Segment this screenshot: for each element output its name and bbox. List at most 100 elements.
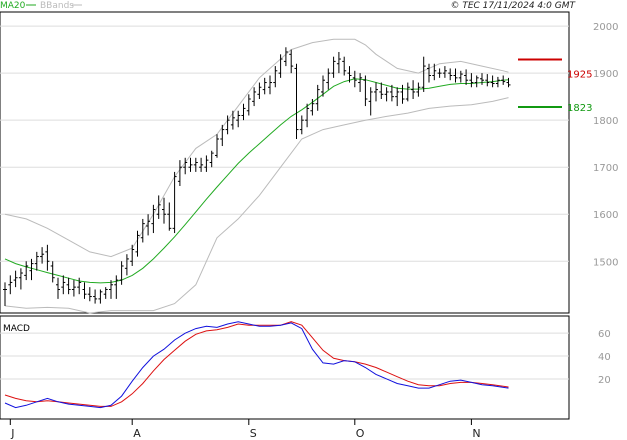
macd-y-tick-label: 40 bbox=[598, 352, 611, 363]
ohlc-bar bbox=[135, 230, 140, 257]
ohlc-bar bbox=[352, 70, 357, 88]
x-tick-label: J bbox=[10, 427, 14, 440]
ohlc-bar bbox=[268, 75, 272, 95]
ohlc-bar bbox=[8, 275, 13, 295]
ohlc-bar bbox=[379, 82, 384, 100]
ohlc-bar bbox=[262, 77, 267, 95]
ohlc-bar bbox=[315, 84, 320, 111]
ohlc-bar bbox=[453, 68, 458, 83]
ohlc-bar bbox=[400, 84, 405, 104]
ohlc-bar bbox=[506, 77, 511, 88]
ohlc-bar bbox=[283, 47, 288, 67]
ohlc-bar bbox=[188, 157, 193, 172]
ohlc-bar bbox=[421, 56, 426, 92]
ohlc-bar bbox=[411, 80, 416, 100]
ohlc-bar bbox=[416, 82, 421, 97]
ohlc-bar bbox=[384, 87, 389, 102]
ohlc-bar bbox=[109, 280, 113, 299]
ohlc-bar bbox=[273, 66, 278, 88]
ohlc-bar bbox=[61, 275, 66, 295]
macd-y-tick-label: 20 bbox=[598, 375, 611, 386]
legend: MA20 BBands bbox=[0, 1, 82, 11]
ohlc-bar bbox=[220, 124, 225, 147]
ohlc-bar bbox=[130, 244, 135, 266]
macd-title: MACD bbox=[3, 324, 30, 334]
ohlc-bar bbox=[395, 87, 400, 107]
resistance-label: 1925 bbox=[567, 70, 592, 81]
ohlc-bar bbox=[405, 82, 410, 102]
ohlc-bar bbox=[368, 87, 373, 116]
ohlc-bar bbox=[363, 75, 368, 107]
ohlc-bar bbox=[347, 66, 352, 83]
macd-line bbox=[4, 321, 509, 409]
ohlc-bar bbox=[124, 254, 129, 276]
ohlc-bar bbox=[98, 289, 103, 304]
ma20-legend-label: MA20 bbox=[0, 1, 26, 11]
ohlc-bar bbox=[331, 56, 336, 78]
ohlc-bar bbox=[204, 155, 209, 172]
ohlc-bar bbox=[162, 197, 166, 224]
ohlc-bar bbox=[474, 75, 479, 88]
ohlc-bar bbox=[177, 160, 182, 187]
ohlc-bar bbox=[230, 110, 235, 130]
ohlc-bar bbox=[278, 54, 283, 78]
macd-y-tick-label: 60 bbox=[598, 329, 611, 340]
ohlc-bar bbox=[183, 157, 188, 175]
ohlc-bar bbox=[24, 261, 29, 281]
price-y-tick-label: 1900 bbox=[593, 69, 618, 80]
ohlc-bar bbox=[77, 277, 82, 295]
support-label: 1823 bbox=[567, 103, 592, 114]
ohlc-bar bbox=[458, 70, 463, 83]
macd-grid bbox=[0, 332, 569, 380]
ohlc-bar bbox=[336, 51, 341, 74]
ohlc-bar bbox=[485, 74, 490, 87]
ohlc-bar bbox=[389, 84, 394, 102]
ohlc-bar bbox=[501, 75, 506, 85]
ohlc-bar bbox=[215, 134, 219, 158]
price-panel: 2000 1900 1800 1700 1600 1500 1925 1823 bbox=[0, 11, 618, 314]
ohlc-bar bbox=[167, 202, 172, 231]
ohlc-bar bbox=[299, 115, 304, 135]
x-tick-label: N bbox=[472, 427, 480, 440]
ohlc-bar bbox=[18, 268, 23, 290]
ohlc-bar bbox=[114, 275, 119, 299]
ohlc-bar bbox=[82, 282, 87, 299]
price-y-tick-label: 1600 bbox=[593, 210, 618, 221]
ohlc-bar bbox=[490, 75, 495, 88]
ohlc-bar bbox=[209, 150, 214, 168]
ohlc-bar bbox=[448, 68, 453, 81]
macd-plot-area bbox=[0, 315, 570, 420]
ohlc-bar bbox=[374, 82, 378, 102]
price-grid bbox=[0, 25, 569, 262]
ohlc-bar bbox=[469, 73, 474, 88]
ohlc-bars bbox=[3, 47, 511, 306]
ohlc-bar bbox=[13, 270, 18, 288]
ohlc-bar bbox=[34, 251, 39, 271]
ohlc-bar bbox=[321, 75, 325, 97]
ohlc-bar bbox=[236, 110, 241, 128]
ohlc-bar bbox=[66, 277, 71, 295]
ohlc-bar bbox=[71, 280, 76, 297]
bbands-legend-label: BBands bbox=[40, 1, 74, 11]
ohlc-bar bbox=[427, 63, 431, 83]
ohlc-bar bbox=[310, 99, 315, 116]
ohlc-bar bbox=[156, 195, 161, 219]
ohlc-bar bbox=[252, 87, 257, 107]
ohlc-bar bbox=[342, 56, 347, 76]
price-y-tick-label: 2000 bbox=[593, 22, 618, 33]
ohlc-bar bbox=[93, 289, 98, 304]
ohlc-bar bbox=[432, 63, 437, 81]
ohlc-bar bbox=[172, 171, 177, 234]
ohlc-bar bbox=[151, 204, 156, 234]
ohlc-bar bbox=[305, 103, 310, 128]
ohlc-bar bbox=[225, 115, 230, 135]
ohlc-bar bbox=[56, 277, 60, 299]
ohlc-bar bbox=[464, 69, 469, 85]
ohlc-bar bbox=[3, 282, 7, 306]
source-label: © TEC 17/11/2024 4:0 GMT bbox=[450, 1, 576, 11]
ohlc-bar bbox=[241, 103, 246, 121]
x-tick-label: O bbox=[356, 427, 365, 440]
ohlc-bar bbox=[103, 287, 108, 299]
